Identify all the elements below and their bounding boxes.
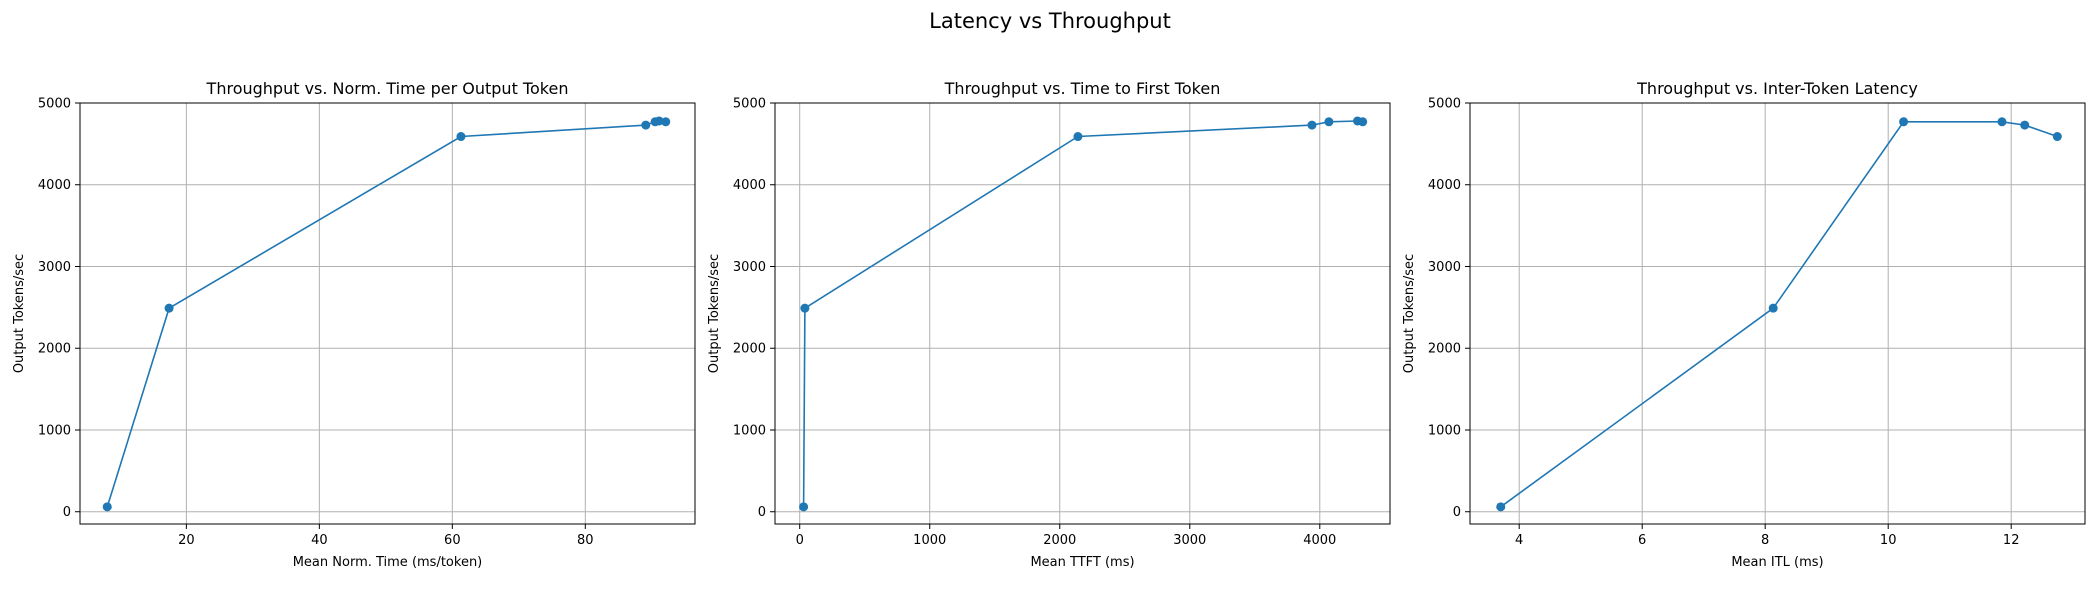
x-tick-label: 10	[1880, 533, 1897, 548]
figure-title: Latency vs Throughput	[929, 9, 1171, 33]
panel-title: Throughput vs. Norm. Time per Output Tok…	[206, 79, 569, 98]
x-tick-label: 80	[577, 533, 594, 548]
y-tick-label: 1000	[733, 423, 766, 438]
y-axis-label: Output Tokens/sec	[12, 254, 27, 373]
panel-title: Throughput vs. Inter-Token Latency	[1636, 79, 1918, 98]
x-tick-label: 8	[1761, 533, 1769, 548]
data-point	[641, 120, 651, 130]
x-tick-label: 1000	[913, 533, 946, 548]
y-tick-label: 2000	[733, 342, 766, 357]
data-point	[456, 132, 466, 142]
data-point	[1496, 502, 1506, 512]
x-axis-label: Mean Norm. Time (ms/token)	[293, 555, 483, 570]
y-tick-label: 4000	[1428, 178, 1461, 193]
data-point	[1899, 117, 1909, 127]
y-tick-label: 3000	[733, 260, 766, 275]
x-tick-label: 60	[444, 533, 461, 548]
data-point	[164, 303, 174, 313]
data-point	[102, 502, 112, 512]
chart-panels: 20 40 60 80010002000300040005000Throughput …	[12, 79, 2086, 570]
x-tick-label: 3000	[1173, 533, 1206, 548]
y-tick-label: 5000	[38, 97, 71, 112]
data-point	[661, 117, 671, 127]
plot-frame	[774, 102, 1391, 525]
chart-panel-3: 4 6 8 10 12 0 1000 2000 3000 4000 5000 Throughput v…	[1402, 79, 2086, 570]
data-point	[1307, 120, 1317, 130]
y-tick-label: 5000	[733, 97, 766, 112]
y-tick-label: 0	[63, 505, 71, 520]
data-point	[2052, 132, 2062, 142]
chart-panel-1: 20 40 60 80 0 1000 2000 3000 4000 5000 Throughput …	[12, 79, 696, 570]
y-tick-label: 2000	[1428, 342, 1461, 357]
x-tick-label: 12	[2003, 533, 2020, 548]
data-point	[1324, 117, 1334, 127]
panel-title: Throughput vs. Time to First Token	[944, 79, 1221, 98]
data-point	[1997, 117, 2007, 127]
chart-panel-2: 0 1000 2000 3000 4000 0 1000 2000 3000 4000 5000 Th…	[707, 79, 1391, 570]
x-tick-label: 40	[311, 533, 328, 548]
x-tick-label: 4	[1515, 533, 1523, 548]
x-axis-label: Mean TTFT (ms)	[1030, 555, 1134, 570]
y-tick-label: 2000	[38, 342, 71, 357]
x-axis-label: Mean ITL (ms)	[1731, 555, 1823, 570]
y-tick-label: 1000	[38, 423, 71, 438]
plot-frame	[1469, 102, 2086, 525]
data-point	[1358, 117, 1368, 127]
plot-frame	[79, 102, 696, 525]
y-tick-label: 4000	[733, 178, 766, 193]
y-tick-label: 0	[1453, 505, 1461, 520]
y-tick-label: 4000	[38, 178, 71, 193]
data-point	[2020, 120, 2030, 130]
y-tick-label: 3000	[1428, 260, 1461, 275]
y-axis-label: Output Tokens/sec	[1402, 254, 1417, 373]
y-tick-label: 1000	[1428, 423, 1461, 438]
y-tick-label: 0	[758, 505, 766, 520]
data-point	[799, 502, 809, 512]
x-tick-label: 2000	[1043, 533, 1076, 548]
x-tick-label: 20	[178, 533, 195, 548]
series-line	[802, 120, 1363, 507]
y-tick-label: 3000	[38, 260, 71, 275]
data-point	[800, 303, 810, 313]
data-point	[1073, 132, 1083, 142]
series-line	[106, 120, 666, 508]
x-tick-label: 4000	[1303, 533, 1336, 548]
y-tick-label: 5000	[1428, 97, 1461, 112]
data-point	[1768, 303, 1778, 313]
x-tick-label: 0	[796, 533, 804, 548]
y-axis-label: Output Tokens/sec	[707, 254, 722, 373]
x-tick-label: 6	[1638, 533, 1646, 548]
series-line	[1500, 121, 2058, 508]
data-point	[654, 116, 664, 126]
